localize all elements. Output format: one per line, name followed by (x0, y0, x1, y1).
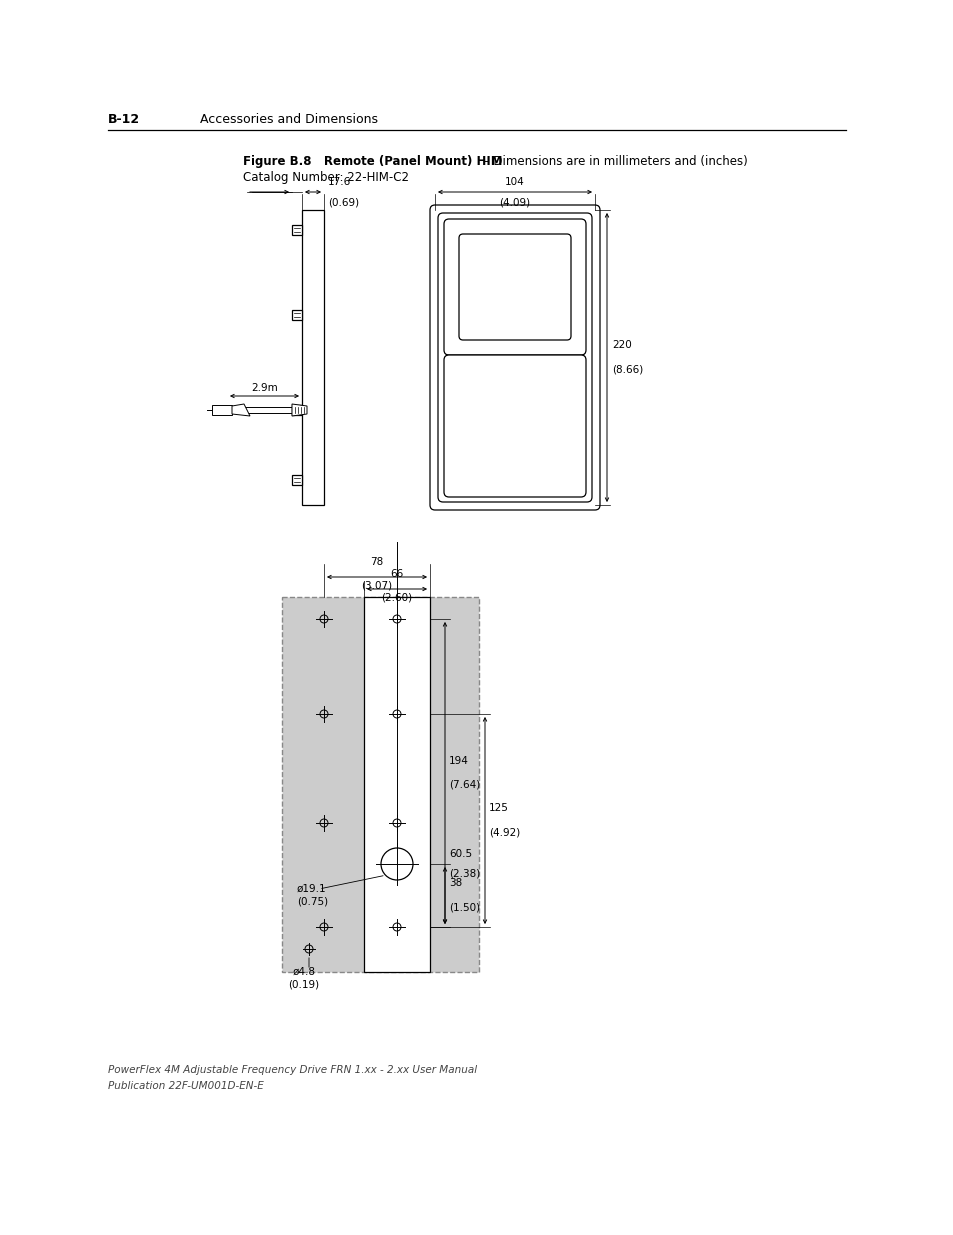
Polygon shape (292, 404, 307, 416)
Text: – Dimensions are in millimeters and (inches): – Dimensions are in millimeters and (inc… (479, 156, 747, 168)
Text: (0.19): (0.19) (288, 981, 319, 990)
Text: 104: 104 (504, 177, 524, 186)
Bar (292, 310, 302, 320)
Polygon shape (232, 404, 250, 416)
Text: (2.60): (2.60) (381, 593, 412, 603)
Text: Catalog Number: 22-HIM-C2: Catalog Number: 22-HIM-C2 (243, 170, 409, 184)
Text: (8.66): (8.66) (612, 364, 642, 374)
Text: Accessories and Dimensions: Accessories and Dimensions (200, 112, 377, 126)
FancyBboxPatch shape (443, 219, 585, 354)
Bar (292, 405, 302, 415)
FancyBboxPatch shape (458, 233, 571, 340)
Text: 194: 194 (449, 756, 468, 766)
Text: PowerFlex 4M Adjustable Frequency Drive FRN 1.xx - 2.xx User Manual: PowerFlex 4M Adjustable Frequency Drive … (108, 1065, 477, 1074)
Text: 220: 220 (612, 341, 631, 351)
Text: (1.50): (1.50) (449, 903, 479, 913)
Text: 66: 66 (390, 569, 403, 579)
Text: 2.9m: 2.9m (251, 383, 277, 393)
FancyBboxPatch shape (437, 212, 592, 501)
Bar (364, 597, 430, 972)
Text: (4.09): (4.09) (499, 198, 530, 207)
Text: (4.92): (4.92) (489, 827, 519, 837)
Text: Figure B.8   Remote (Panel Mount) HIM: Figure B.8 Remote (Panel Mount) HIM (243, 156, 502, 168)
Text: 78: 78 (370, 557, 383, 567)
FancyBboxPatch shape (430, 205, 599, 510)
Text: (0.75): (0.75) (296, 897, 328, 906)
Text: 17.6: 17.6 (328, 177, 351, 186)
Text: 60.5: 60.5 (449, 848, 472, 860)
Text: (3.07): (3.07) (361, 580, 392, 592)
Text: Publication 22F-UM001D-EN-E: Publication 22F-UM001D-EN-E (108, 1081, 263, 1091)
Bar (292, 475, 302, 485)
Bar (282, 597, 478, 972)
Bar (292, 225, 302, 235)
Text: (7.64): (7.64) (449, 781, 479, 790)
Text: 38: 38 (449, 878, 462, 888)
Bar (302, 210, 324, 505)
Bar (212, 405, 232, 415)
FancyBboxPatch shape (443, 354, 585, 496)
Text: ø4.8: ø4.8 (293, 967, 315, 977)
Text: B-12: B-12 (108, 112, 140, 126)
Text: (2.38): (2.38) (449, 869, 479, 879)
Text: (0.69): (0.69) (328, 198, 358, 207)
Text: 125: 125 (489, 804, 508, 814)
Text: ø19.1: ø19.1 (296, 884, 326, 894)
